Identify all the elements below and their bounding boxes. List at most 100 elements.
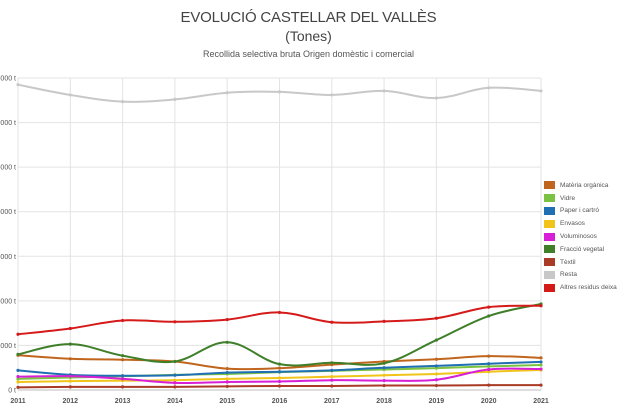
legend-item[interactable]: Envasos (544, 217, 617, 230)
data-point-altres-residus-deixalleria[interactable] (225, 317, 229, 322)
data-point-resta[interactable] (382, 89, 386, 93)
data-point-textil[interactable] (277, 384, 282, 388)
data-point-paper-i-cartro[interactable] (277, 370, 282, 374)
data-point-vidre[interactable] (487, 364, 491, 368)
data-point-envasos[interactable] (330, 375, 334, 379)
legend-item[interactable]: Voluminosos (544, 230, 617, 243)
data-point-fraccio-vegetal[interactable] (121, 354, 125, 358)
data-point-fraccio-vegetal[interactable] (382, 361, 386, 365)
legend-item[interactable]: Matèria orgànica (544, 179, 617, 192)
y-tick-label: 2000 t (0, 298, 16, 305)
data-point-paper-i-cartro[interactable] (434, 364, 438, 368)
data-point-materia-organica[interactable] (539, 356, 543, 360)
data-point-altres-residus-deixalleria[interactable] (434, 316, 438, 320)
data-point-textil[interactable] (16, 385, 20, 389)
data-point-materia-organica[interactable] (121, 358, 125, 362)
data-point-materia-organica[interactable] (277, 366, 282, 370)
data-point-envasos[interactable] (277, 376, 282, 380)
data-point-resta[interactable] (539, 89, 543, 93)
data-point-paper-i-cartro[interactable] (121, 374, 125, 378)
data-point-resta[interactable] (121, 100, 125, 104)
data-point-resta[interactable] (434, 96, 438, 100)
data-point-voluminosos[interactable] (277, 379, 282, 384)
data-point-altres-residus-deixalleria[interactable] (487, 305, 491, 309)
legend-item[interactable]: Altres residus deixalleria (544, 281, 617, 294)
legend-item[interactable]: Fracció vegetal (544, 243, 617, 256)
data-point-fraccio-vegetal[interactable] (225, 340, 229, 344)
data-point-altres-residus-deixalleria[interactable] (277, 310, 282, 315)
data-point-altres-residus-deixalleria[interactable] (121, 318, 125, 323)
data-point-voluminosos[interactable] (487, 367, 491, 372)
data-point-fraccio-vegetal[interactable] (16, 352, 20, 356)
data-point-fraccio-vegetal[interactable] (434, 338, 438, 342)
data-point-paper-i-cartro[interactable] (539, 360, 543, 364)
data-point-envasos[interactable] (173, 378, 177, 382)
legend-item[interactable]: Tèxtil (544, 256, 617, 269)
data-point-textil[interactable] (121, 385, 125, 389)
legend-item[interactable]: Vidre (544, 192, 617, 205)
data-point-envasos[interactable] (68, 379, 72, 383)
y-tick-label: 3000 t (0, 254, 16, 261)
data-point-envasos[interactable] (434, 372, 438, 376)
data-point-fraccio-vegetal[interactable] (330, 361, 334, 365)
legend-swatch (544, 194, 555, 203)
data-point-textil[interactable] (330, 384, 334, 388)
data-point-voluminosos[interactable] (382, 379, 386, 383)
data-point-textil[interactable] (434, 383, 438, 388)
y-tick-label: 4000 t (0, 209, 16, 216)
data-point-voluminosos[interactable] (16, 375, 20, 379)
data-point-fraccio-vegetal[interactable] (277, 362, 282, 366)
data-point-envasos[interactable] (225, 377, 229, 381)
data-point-paper-i-cartro[interactable] (225, 371, 229, 375)
data-point-paper-i-cartro[interactable] (487, 362, 491, 366)
legend-item[interactable]: Paper i cartró (544, 205, 617, 218)
data-point-resta[interactable] (277, 90, 282, 94)
data-point-vidre[interactable] (434, 366, 438, 370)
data-point-materia-organica[interactable] (487, 354, 491, 358)
chart-legend: Matèria orgànica Vidre Paper i cartró Envas… (544, 179, 617, 294)
data-point-textil[interactable] (225, 384, 229, 389)
data-point-resta[interactable] (330, 93, 334, 97)
data-point-textil[interactable] (173, 385, 177, 389)
data-point-voluminosos[interactable] (225, 380, 229, 384)
data-point-fraccio-vegetal[interactable] (487, 314, 491, 318)
data-point-voluminosos[interactable] (121, 377, 125, 381)
data-point-materia-organica[interactable] (68, 357, 72, 361)
data-point-altres-residus-deixalleria[interactable] (173, 320, 177, 324)
data-point-textil[interactable] (539, 383, 543, 387)
data-point-paper-i-cartro[interactable] (16, 368, 20, 372)
data-point-paper-i-cartro[interactable] (330, 368, 334, 372)
data-point-altres-residus-deixalleria[interactable] (539, 304, 543, 308)
data-point-resta[interactable] (487, 86, 491, 90)
data-point-textil[interactable] (382, 383, 386, 388)
data-point-fraccio-vegetal[interactable] (68, 342, 72, 346)
data-point-voluminosos[interactable] (173, 381, 177, 385)
data-point-materia-organica[interactable] (434, 357, 438, 361)
data-point-envasos[interactable] (382, 373, 386, 377)
data-point-resta[interactable] (225, 91, 229, 95)
data-point-voluminosos[interactable] (68, 374, 72, 378)
data-point-altres-residus-deixalleria[interactable] (382, 319, 386, 323)
data-point-voluminosos[interactable] (434, 378, 438, 382)
data-point-envasos[interactable] (16, 380, 20, 384)
data-point-resta[interactable] (68, 93, 72, 97)
data-point-paper-i-cartro[interactable] (382, 366, 386, 370)
legend-label: Resta (560, 271, 577, 279)
data-point-textil[interactable] (68, 385, 72, 389)
data-point-textil[interactable] (487, 383, 491, 387)
data-point-paper-i-cartro[interactable] (173, 373, 177, 377)
data-point-materia-organica[interactable] (225, 367, 229, 371)
data-point-resta[interactable] (16, 83, 20, 87)
data-point-voluminosos[interactable] (330, 378, 334, 382)
data-point-vidre[interactable] (16, 377, 20, 381)
data-point-voluminosos[interactable] (539, 367, 543, 371)
data-point-fraccio-vegetal[interactable] (173, 359, 177, 364)
data-point-resta[interactable] (173, 97, 177, 101)
data-point-altres-residus-deixalleria[interactable] (68, 326, 72, 331)
data-point-altres-residus-deixalleria[interactable] (330, 320, 334, 324)
chart-subtitle: (Tones) (285, 28, 332, 44)
data-point-altres-residus-deixalleria[interactable] (16, 332, 20, 336)
data-point-vidre[interactable] (539, 363, 543, 367)
legend-item[interactable]: Resta (544, 269, 617, 282)
data-point-envasos[interactable] (487, 370, 491, 374)
